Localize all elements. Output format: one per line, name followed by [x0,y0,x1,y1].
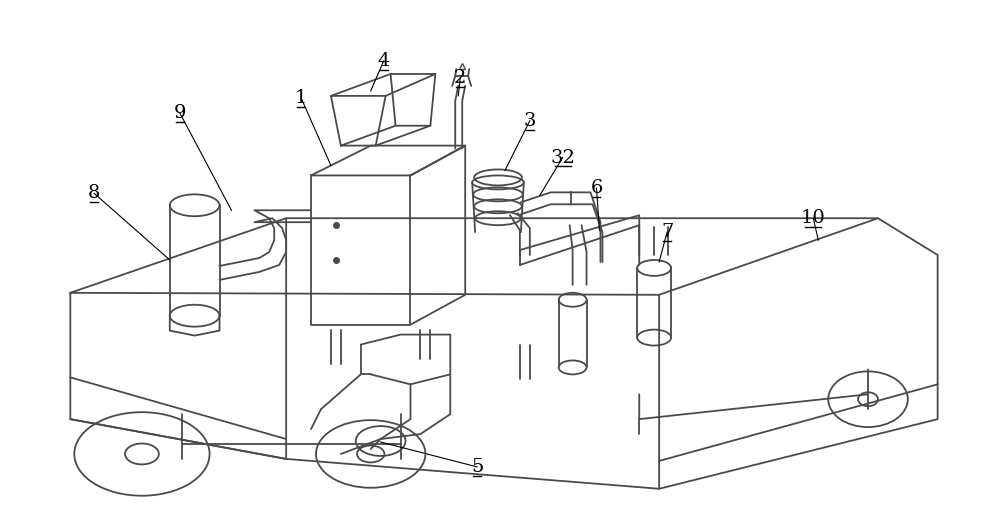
Text: 10: 10 [801,209,826,227]
Text: 6: 6 [590,179,603,197]
Text: 3: 3 [524,112,536,130]
Text: 32: 32 [550,149,575,167]
Text: 1: 1 [295,89,307,107]
Text: 2: 2 [454,69,466,87]
Text: 5: 5 [471,458,483,476]
Text: 4: 4 [377,52,390,70]
Text: 7: 7 [661,223,673,241]
Text: 9: 9 [173,104,186,122]
Text: 8: 8 [88,184,100,203]
